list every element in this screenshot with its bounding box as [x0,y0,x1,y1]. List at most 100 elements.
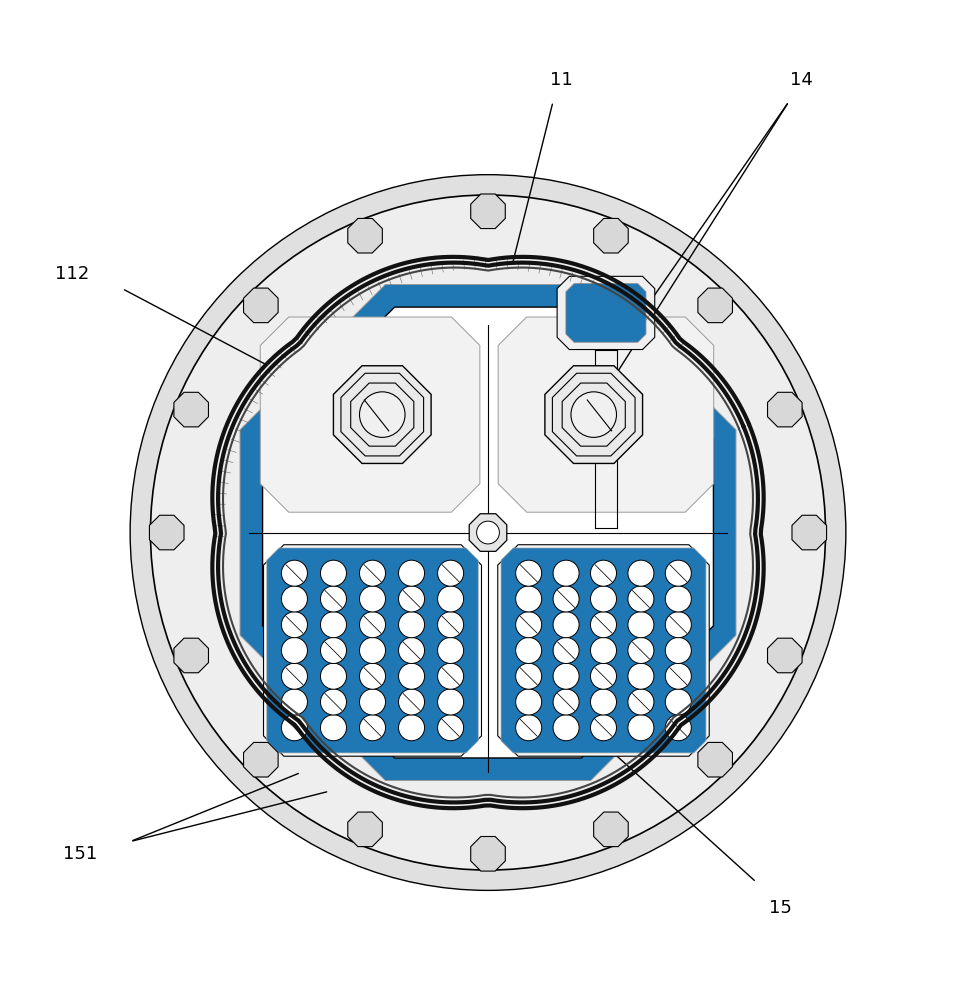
Circle shape [666,715,691,741]
Polygon shape [498,545,710,756]
Polygon shape [593,218,629,253]
Circle shape [398,586,425,612]
Polygon shape [470,194,506,229]
Polygon shape [698,288,732,323]
Circle shape [628,663,654,689]
Circle shape [628,560,654,586]
Circle shape [515,560,542,586]
Polygon shape [593,812,629,847]
Polygon shape [261,317,480,512]
Circle shape [320,586,346,612]
Circle shape [281,612,307,638]
Text: 15: 15 [769,899,793,917]
Circle shape [628,612,654,638]
Circle shape [320,715,346,741]
Polygon shape [244,288,278,323]
Polygon shape [347,218,383,253]
Circle shape [515,663,542,689]
Circle shape [666,586,691,612]
Circle shape [590,689,617,715]
Circle shape [437,637,464,663]
Circle shape [553,663,579,689]
Circle shape [398,689,425,715]
Circle shape [320,663,346,689]
Polygon shape [470,837,506,871]
Circle shape [628,637,654,663]
Circle shape [320,637,346,663]
Circle shape [281,586,307,612]
Polygon shape [174,638,209,673]
Circle shape [359,689,386,715]
Circle shape [281,663,307,689]
Polygon shape [240,285,736,781]
Circle shape [398,715,425,741]
Circle shape [359,637,386,663]
Circle shape [320,689,346,715]
Circle shape [437,560,464,586]
Polygon shape [557,276,655,350]
Polygon shape [266,548,478,753]
Circle shape [281,715,307,741]
Circle shape [359,663,386,689]
Polygon shape [244,742,278,777]
Circle shape [130,175,846,890]
Circle shape [281,637,307,663]
Circle shape [590,715,617,741]
Circle shape [281,689,307,715]
Circle shape [590,612,617,638]
Polygon shape [174,392,209,427]
Circle shape [666,637,691,663]
Circle shape [398,637,425,663]
Circle shape [515,689,542,715]
Polygon shape [469,514,507,551]
Circle shape [437,586,464,612]
Polygon shape [698,742,732,777]
Circle shape [476,521,500,544]
Circle shape [437,663,464,689]
Circle shape [590,560,617,586]
Polygon shape [149,515,184,550]
Circle shape [666,663,691,689]
Circle shape [553,612,579,638]
Circle shape [553,637,579,663]
Circle shape [437,715,464,741]
Circle shape [437,612,464,638]
Polygon shape [498,317,713,512]
Circle shape [281,560,307,586]
Text: 14: 14 [790,71,813,89]
Polygon shape [264,545,481,756]
Circle shape [398,612,425,638]
Circle shape [515,715,542,741]
Circle shape [666,560,691,586]
Circle shape [320,560,346,586]
Circle shape [553,689,579,715]
Text: 11: 11 [549,71,573,89]
Circle shape [359,715,386,741]
Circle shape [437,689,464,715]
Circle shape [515,612,542,638]
Circle shape [359,612,386,638]
Text: 151: 151 [63,845,98,863]
Circle shape [398,560,425,586]
Circle shape [590,637,617,663]
Circle shape [320,612,346,638]
Circle shape [553,715,579,741]
Polygon shape [334,366,431,463]
Polygon shape [249,294,727,771]
Circle shape [398,663,425,689]
Polygon shape [263,307,713,758]
Circle shape [150,195,826,870]
Circle shape [628,586,654,612]
Circle shape [359,392,405,437]
Polygon shape [767,638,802,673]
Polygon shape [347,812,383,847]
Polygon shape [545,366,642,463]
Circle shape [590,586,617,612]
Polygon shape [566,284,646,342]
Polygon shape [501,548,706,753]
Circle shape [571,392,617,437]
Polygon shape [767,392,802,427]
Circle shape [359,586,386,612]
Circle shape [666,689,691,715]
Circle shape [515,586,542,612]
